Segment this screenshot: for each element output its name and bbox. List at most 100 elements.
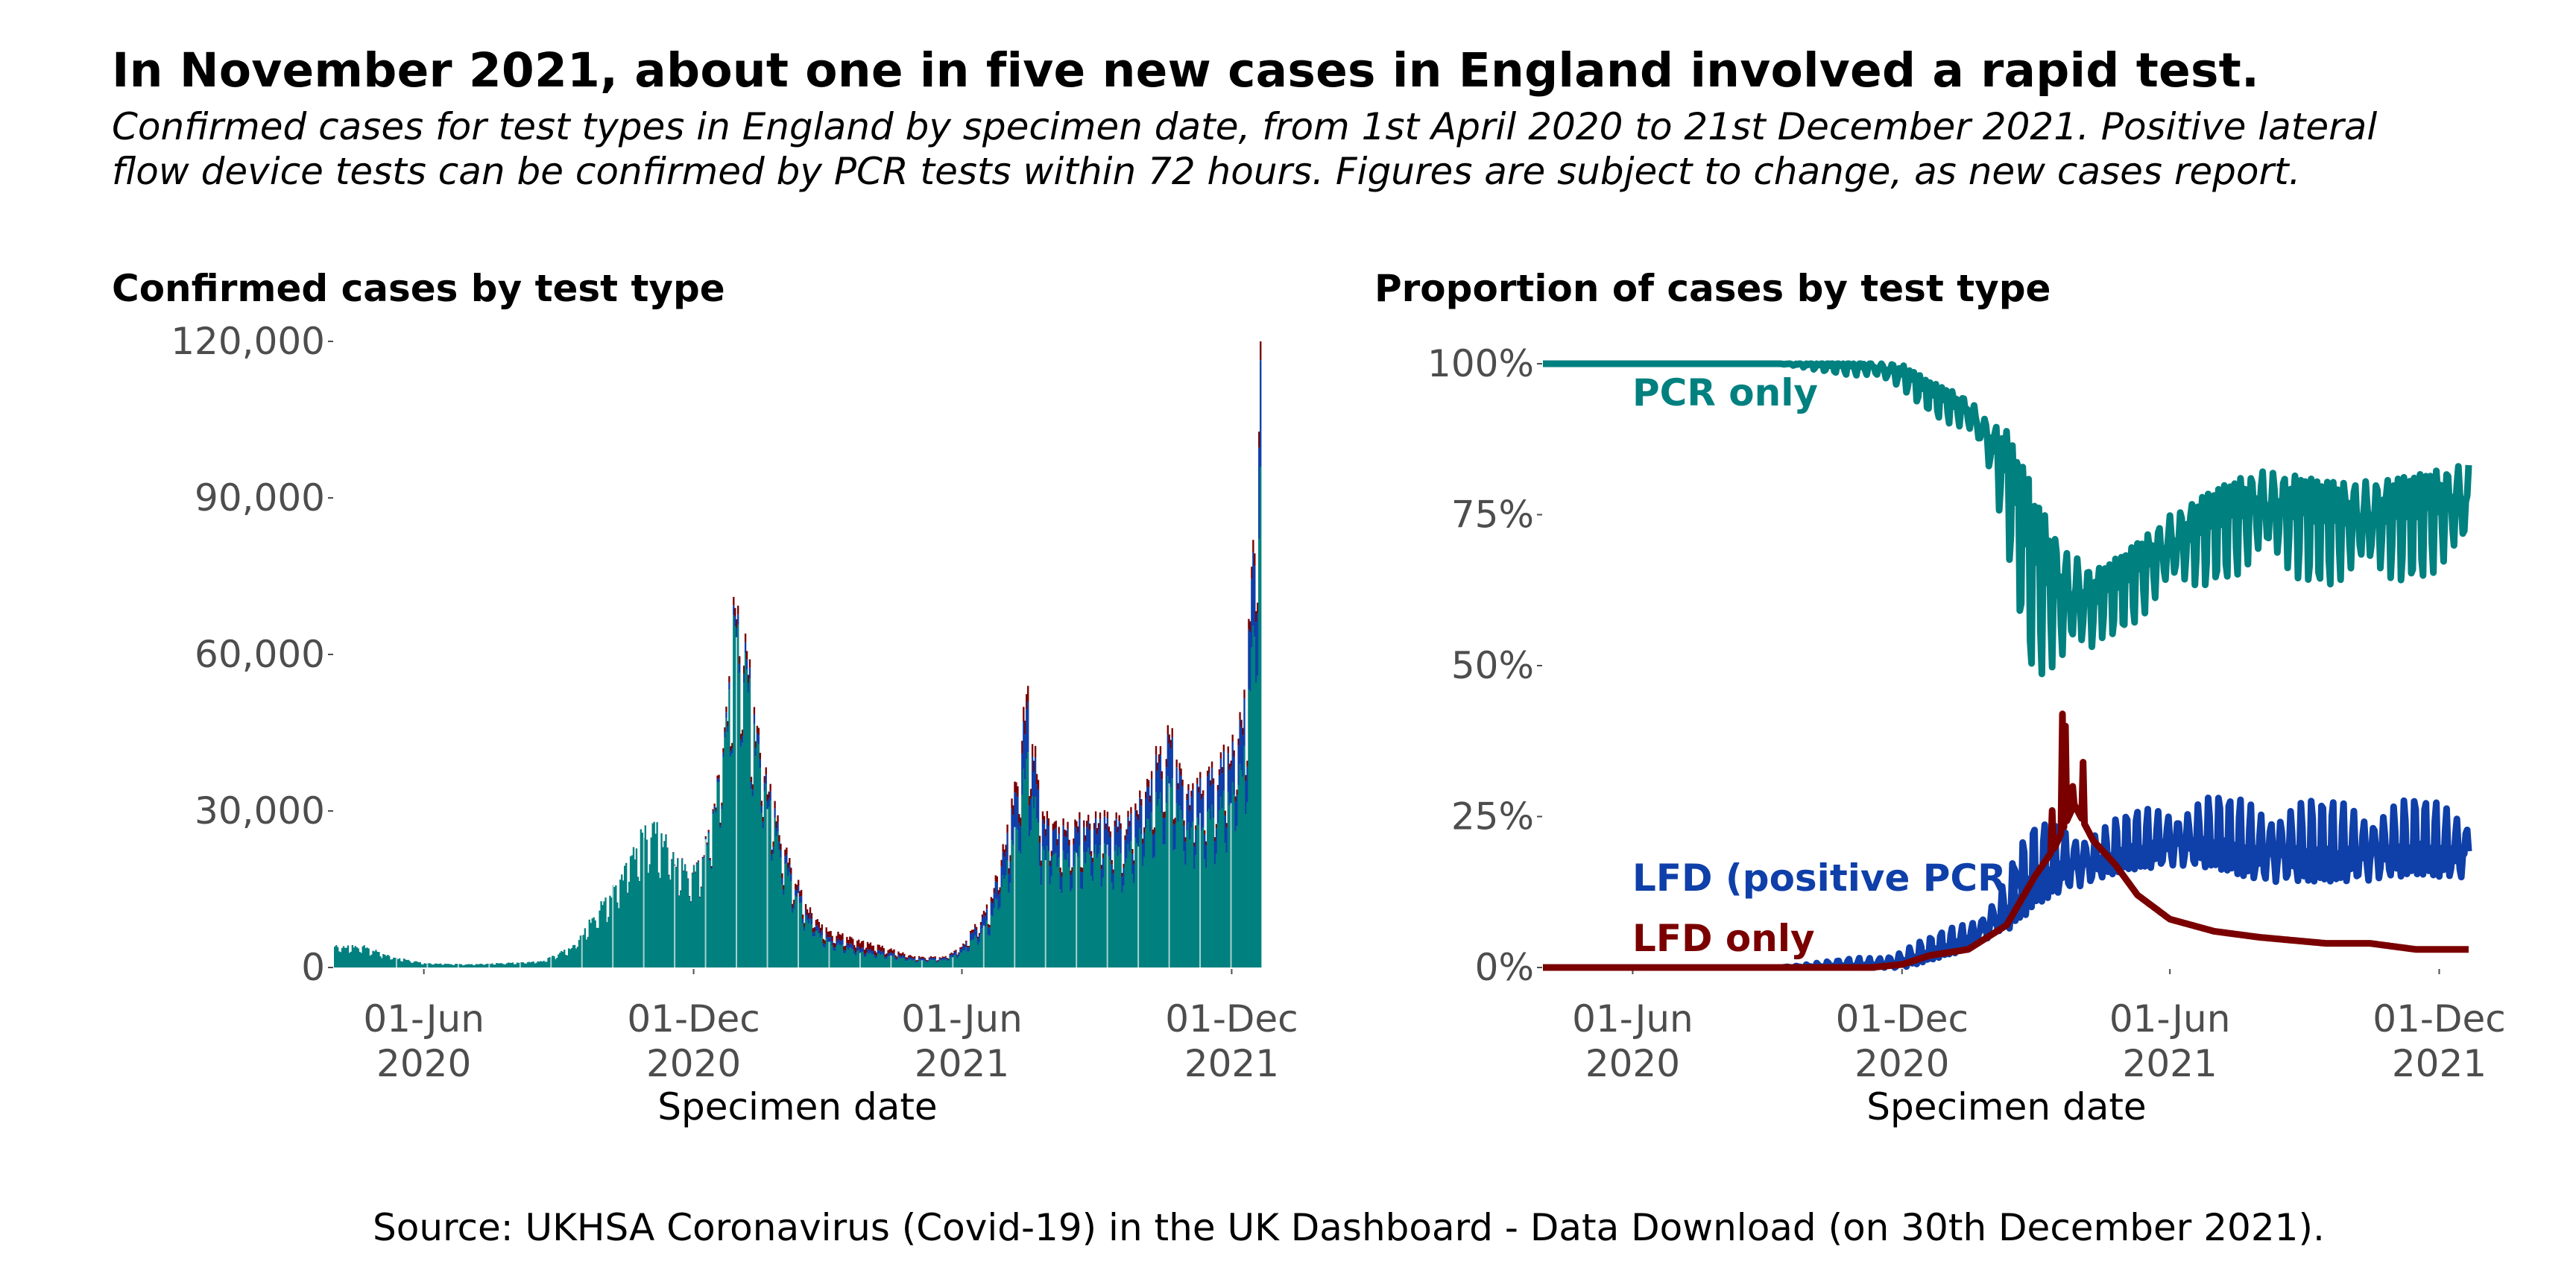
bar-pcr-only <box>1227 792 1229 967</box>
bar-pcr-only <box>634 859 637 967</box>
bar-lfd-positive-pcr <box>1198 792 1200 825</box>
bar-lfd-positive-pcr <box>903 956 906 959</box>
bar-lfd-positive-pcr <box>934 957 937 960</box>
bar-pcr-only <box>467 964 470 967</box>
bar-pcr-only <box>712 814 714 967</box>
bar-lfd-positive-pcr <box>716 779 719 783</box>
bar-lfd-positive-pcr <box>958 953 960 957</box>
bar-pcr-only <box>1171 778 1173 967</box>
bar-pcr-only <box>591 918 593 967</box>
bar-lfd-only <box>1014 781 1016 793</box>
bar-lfd-only <box>1239 712 1241 720</box>
bar-pcr-only <box>1155 792 1158 967</box>
bar-lfd-only <box>707 830 710 832</box>
bar-pcr-only <box>1152 858 1155 967</box>
bar-pcr-only <box>429 963 432 967</box>
bar-lfd-positive-pcr <box>812 932 815 937</box>
bar-lfd-positive-pcr <box>771 854 773 861</box>
bar-pcr-only <box>564 950 566 967</box>
bar-pcr-only <box>1255 683 1257 967</box>
bar-lfd-positive-pcr <box>1044 836 1047 860</box>
bar-lfd-only <box>769 783 771 792</box>
bar-pcr-only <box>919 960 922 967</box>
bar-lfd-positive-pcr <box>742 673 745 684</box>
bar-pcr-only <box>363 945 365 967</box>
bar-pcr-only <box>747 692 750 967</box>
bar-pcr-only <box>381 958 383 967</box>
bar-lfd-only <box>1127 810 1129 818</box>
bar-pcr-only <box>1105 853 1108 967</box>
bar-lfd-only <box>1158 754 1161 763</box>
bar-pcr-only <box>1258 539 1260 967</box>
bar-lfd-only <box>666 847 669 848</box>
bar-lfd-positive-pcr <box>899 956 901 959</box>
bar-lfd-positive-pcr <box>1029 798 1032 831</box>
bar-lfd-only <box>905 957 907 959</box>
bar-lfd-only <box>1012 805 1014 815</box>
bar-lfd-only <box>990 897 993 902</box>
bar-pcr-only <box>1052 855 1054 967</box>
bar-lfd-positive-pcr <box>1053 829 1055 854</box>
bar-lfd-positive-pcr <box>1123 868 1125 886</box>
bar-lfd-only <box>1043 815 1046 824</box>
bar-lfd-only <box>1181 779 1184 786</box>
bar-lfd-only <box>689 901 692 902</box>
bar-lfd-only <box>801 914 804 919</box>
bar-pcr-only <box>843 953 845 967</box>
x-tick-label: 01-Dec 2020 <box>1836 997 1969 1085</box>
bar-pcr-only <box>535 962 537 967</box>
bar-pcr-only <box>543 961 545 967</box>
bar-lfd-positive-pcr <box>888 953 891 956</box>
bar-lfd-positive-pcr <box>800 896 803 903</box>
bar-pcr-only <box>1124 862 1126 967</box>
bar-lfd-positive-pcr <box>872 950 875 955</box>
bar-lfd-positive-pcr <box>856 947 859 951</box>
bar-pcr-only <box>1037 822 1040 967</box>
bar-lfd-positive-pcr <box>1134 809 1137 839</box>
bar-lfd-only <box>1192 783 1194 789</box>
bar-pcr-only <box>736 637 738 967</box>
bar-lfd-positive-pcr <box>689 901 692 903</box>
bar-pcr-only <box>387 954 389 967</box>
bar-lfd-positive-pcr <box>1124 840 1126 863</box>
bar-lfd-only <box>1000 859 1003 867</box>
bar-pcr-only <box>666 847 669 967</box>
bar-pcr-only <box>367 948 370 967</box>
bar-pcr-only <box>572 945 575 967</box>
bar-lfd-positive-pcr <box>1106 818 1109 845</box>
bar-pcr-only <box>1088 854 1091 967</box>
bar-lfd-only <box>971 929 973 933</box>
bar-lfd-only <box>1080 867 1082 872</box>
bar-lfd-positive-pcr <box>763 783 765 792</box>
bar-pcr-only <box>1111 883 1113 967</box>
bar-lfd-positive-pcr <box>744 642 747 654</box>
bar-pcr-only <box>1021 795 1023 967</box>
bar-pcr-only <box>1143 856 1146 967</box>
bar-pcr-only <box>691 873 694 967</box>
bar-lfd-positive-pcr <box>1186 800 1188 830</box>
bar-lfd-only <box>824 940 826 944</box>
bar-pcr-only <box>567 948 570 967</box>
bar-lfd-positive-pcr <box>1056 845 1058 868</box>
bar-pcr-only <box>390 959 392 967</box>
bar-pcr-only <box>391 959 394 967</box>
bar-lfd-only <box>961 947 963 949</box>
bar-lfd-only <box>967 946 969 948</box>
bar-lfd-positive-pcr <box>959 949 962 953</box>
bar-pcr-only <box>1159 792 1162 967</box>
bar-lfd-positive-pcr <box>1205 845 1208 868</box>
bar-lfd-only <box>1006 824 1008 833</box>
bar-lfd-positive-pcr <box>1159 754 1162 793</box>
bar-pcr-only <box>860 952 863 967</box>
bar-lfd-positive-pcr <box>1242 735 1244 777</box>
x-tick-label: 01-Dec 2021 <box>1165 997 1298 1085</box>
bar-lfd-only <box>871 945 874 952</box>
bar-pcr-only <box>935 962 938 967</box>
bar-pcr-only <box>822 946 824 967</box>
bar-lfd-positive-pcr <box>1121 877 1123 893</box>
bar-lfd-positive-pcr <box>946 959 948 961</box>
bar-lfd-positive-pcr <box>949 955 951 958</box>
bar-lfd-positive-pcr <box>886 956 888 959</box>
bar-lfd-only <box>1172 819 1175 825</box>
